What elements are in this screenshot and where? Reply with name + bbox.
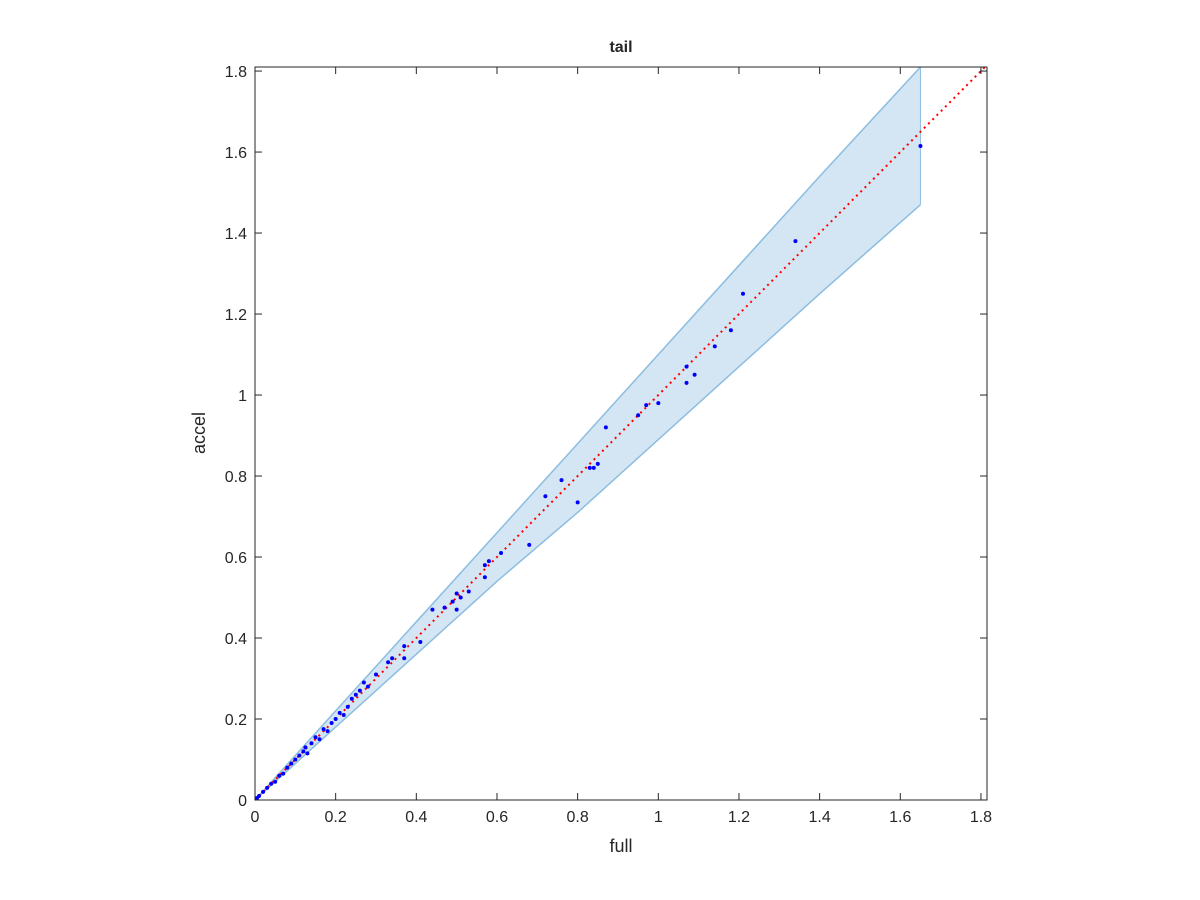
x-tick-label: 0.4 (405, 809, 427, 826)
data-point (603, 425, 608, 430)
data-point (373, 672, 378, 677)
data-point (644, 403, 649, 408)
data-point (450, 599, 455, 604)
data-point (741, 291, 745, 296)
data-point (289, 761, 294, 766)
x-tick-label: 1.6 (889, 809, 911, 826)
y-tick-label: 0.2 (225, 712, 247, 729)
x-tick-label: 0.2 (325, 809, 347, 826)
data-point (345, 704, 350, 709)
chart-title: tail (609, 39, 632, 56)
data-point (636, 413, 641, 418)
data-point (309, 741, 314, 746)
y-axis-label: accel (189, 412, 209, 454)
data-point (454, 607, 459, 612)
data-point (454, 591, 459, 596)
data-point (357, 688, 362, 693)
x-tick-label: 0.6 (486, 809, 508, 826)
y-tick-label: 1.8 (225, 64, 247, 81)
data-point (684, 380, 689, 385)
data-point (595, 461, 600, 466)
data-point (499, 550, 504, 555)
data-point (321, 727, 326, 732)
y-tick-label: 0.8 (225, 469, 247, 486)
data-point (365, 684, 370, 689)
x-tick-label: 0.8 (567, 809, 589, 826)
data-point (353, 692, 358, 697)
data-point (575, 500, 580, 505)
data-point (458, 595, 463, 600)
data-point (281, 771, 286, 776)
data-point (656, 401, 661, 406)
data-point (591, 465, 596, 470)
data-point (277, 773, 282, 778)
data-point (361, 680, 366, 685)
data-point (402, 644, 407, 649)
data-point (317, 737, 322, 742)
data-point (325, 729, 330, 734)
band-lower-edge (254, 204, 921, 801)
data-point (793, 239, 798, 244)
data-point (257, 793, 262, 798)
data-point (390, 656, 395, 661)
data-point (333, 717, 338, 722)
x-tick-label: 1.4 (809, 809, 831, 826)
data-point (684, 364, 689, 369)
data-point (430, 607, 435, 612)
data-point (285, 765, 290, 770)
data-point (329, 721, 334, 726)
data-point (559, 478, 564, 483)
x-tick-label: 0 (251, 809, 260, 826)
data-point (482, 575, 487, 580)
data-point (386, 660, 391, 665)
reference-line (254, 64, 988, 801)
data-point (305, 751, 310, 756)
data-point (527, 542, 532, 547)
data-point (301, 749, 306, 754)
x-tick-label: 1.2 (728, 809, 750, 826)
axes-box (254, 66, 988, 801)
data-point (482, 563, 487, 568)
data-point (273, 779, 278, 784)
y-tick-label: 0 (238, 793, 247, 810)
y-tick-label: 1 (238, 388, 247, 405)
data-point (918, 143, 923, 148)
data-point (402, 656, 407, 661)
y-tick-label: 1.2 (225, 307, 247, 324)
data-point (313, 735, 318, 740)
data-point (712, 344, 717, 349)
data-point (297, 753, 302, 758)
data-point (337, 710, 342, 715)
x-axis-label: full (609, 836, 632, 856)
data-point (466, 589, 471, 594)
data-point (293, 757, 298, 762)
data-point (303, 745, 308, 750)
data-point (261, 789, 266, 794)
y-tick-label: 1.6 (225, 145, 247, 162)
y-tick-label: 0.6 (225, 550, 247, 567)
data-point (418, 640, 423, 645)
data-point (341, 712, 346, 717)
data-point (269, 781, 274, 786)
data-point (442, 605, 447, 610)
data-point (265, 785, 270, 790)
data-point (486, 559, 491, 564)
data-point (587, 465, 592, 470)
y-tick-label: 0.4 (225, 631, 247, 648)
data-point (543, 494, 548, 499)
data-point (728, 328, 733, 333)
data-point (349, 696, 354, 701)
data-point (692, 372, 697, 377)
x-tick-label: 1.8 (970, 809, 992, 826)
y-tick-label: 1.4 (225, 226, 247, 243)
x-tick-label: 1 (654, 809, 663, 826)
